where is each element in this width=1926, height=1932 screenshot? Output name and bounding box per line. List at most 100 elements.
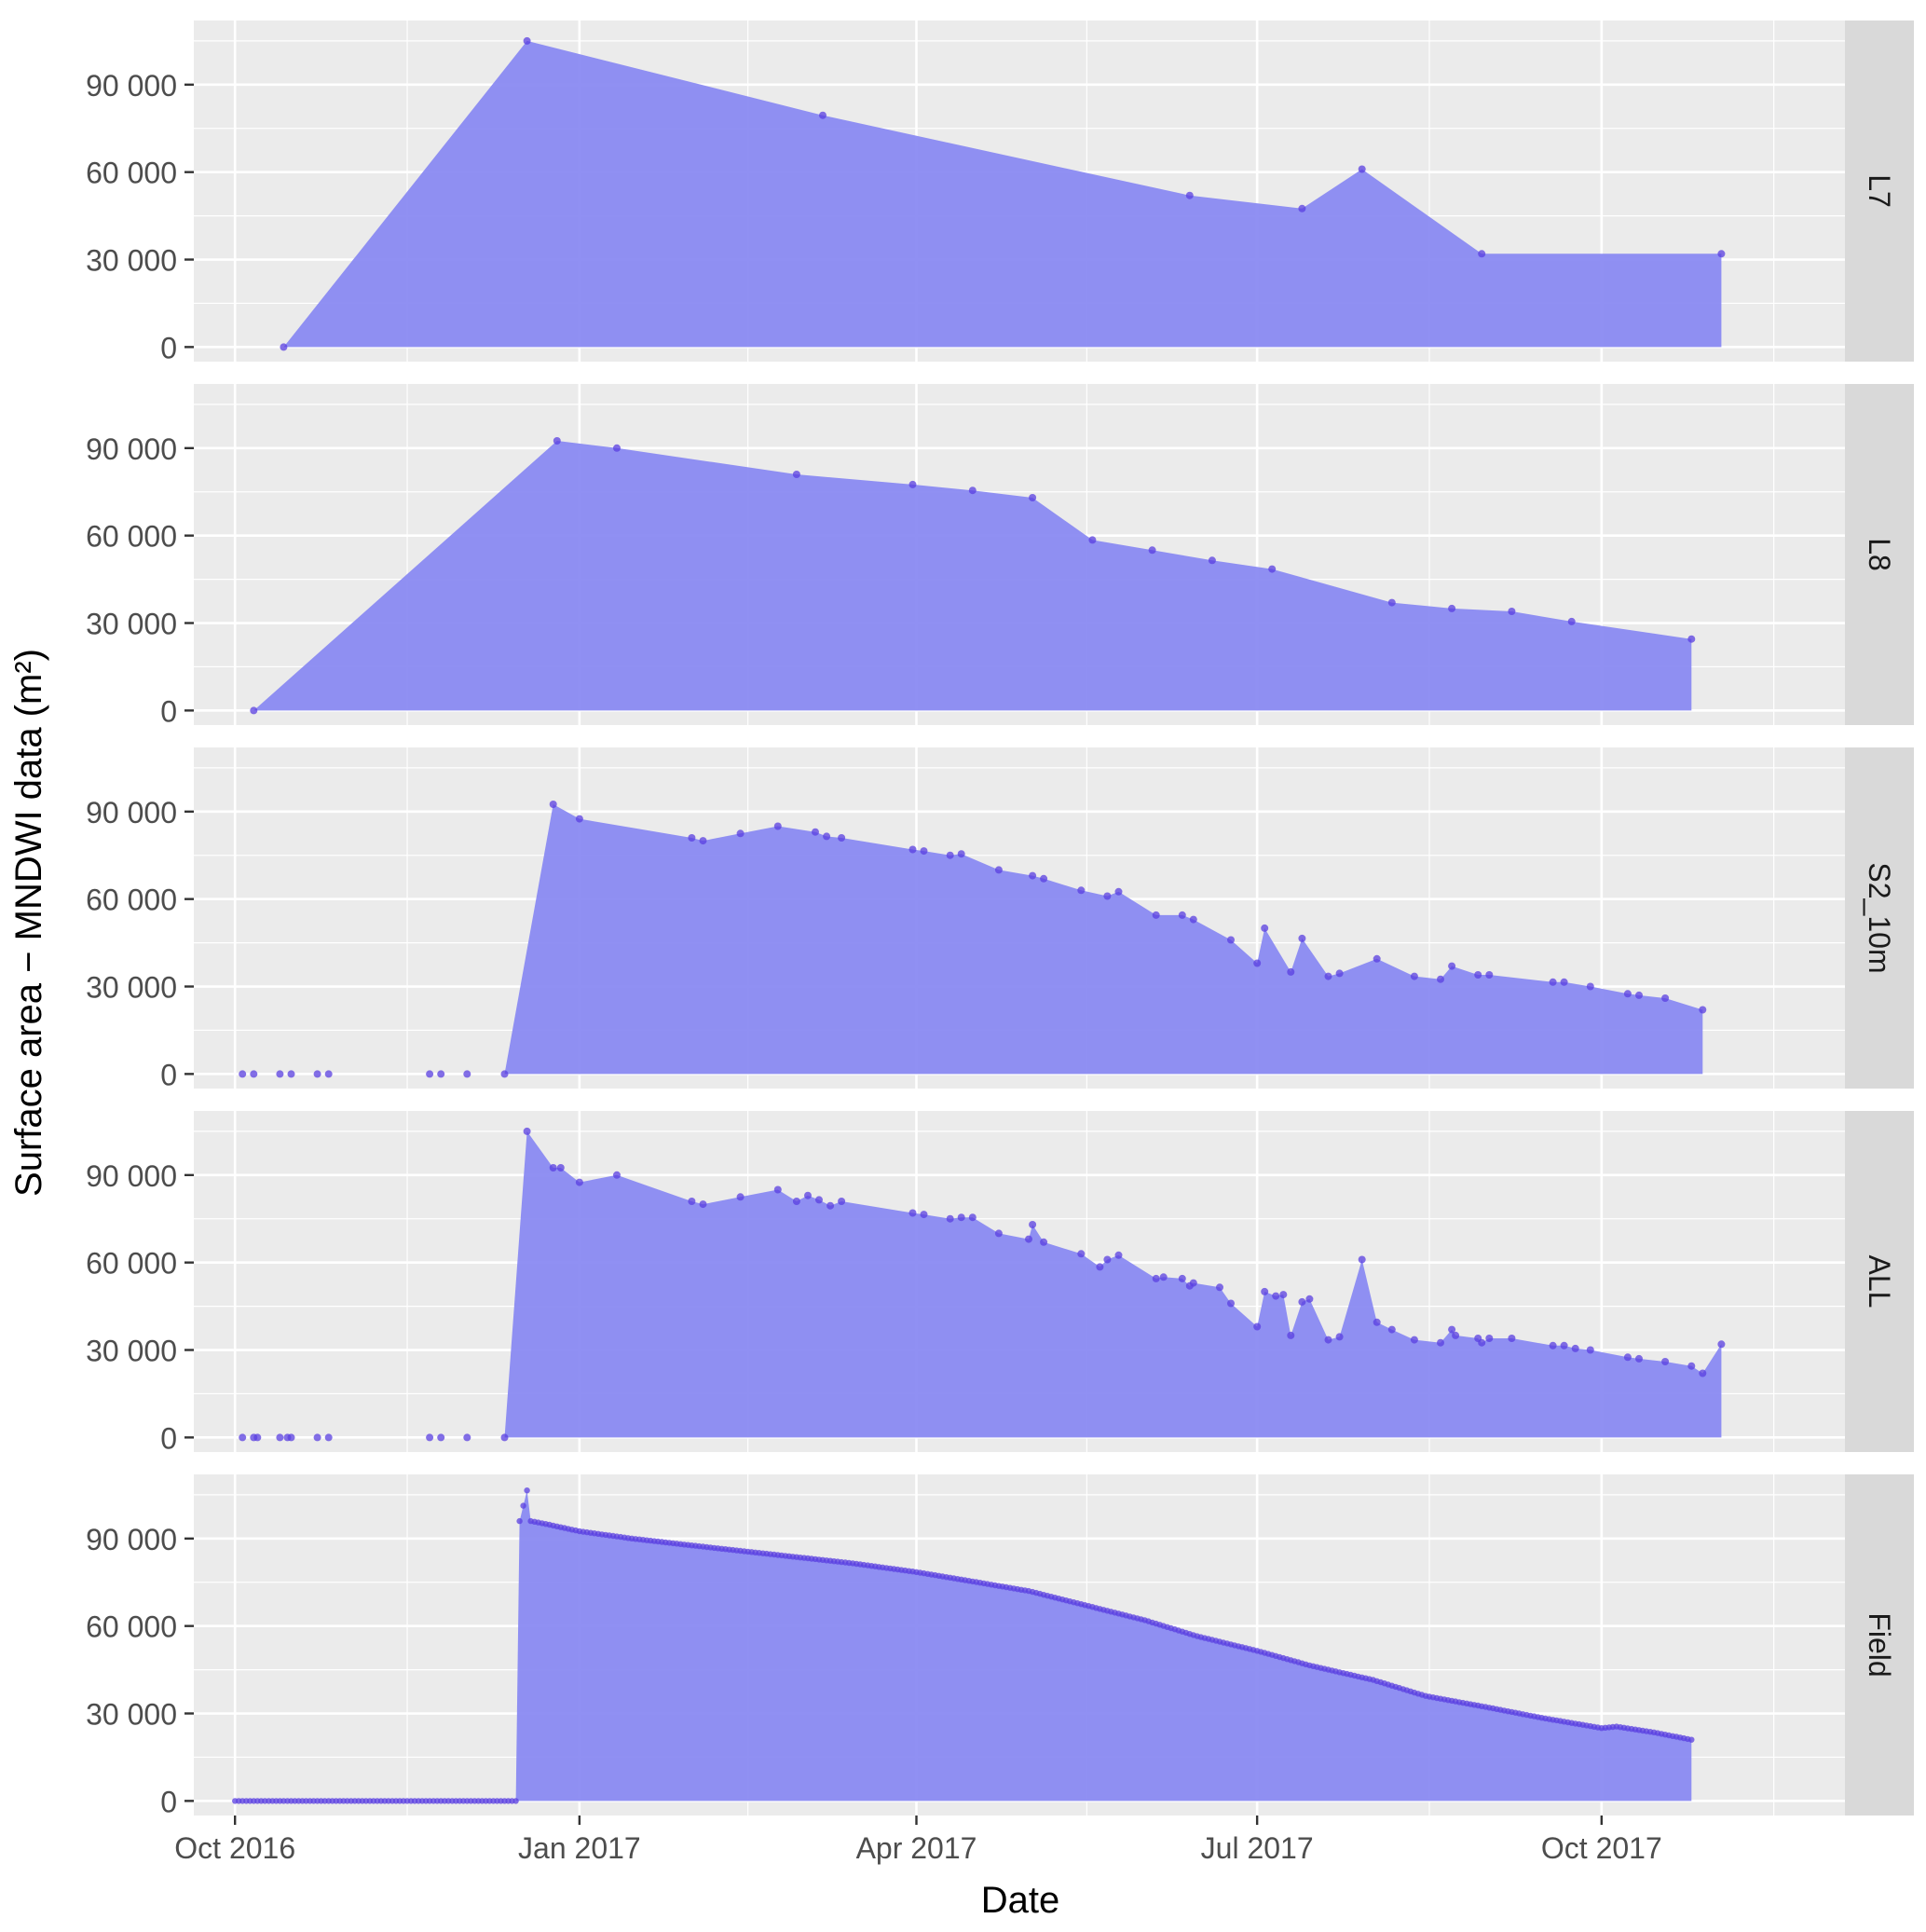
data-point: [994, 866, 1003, 874]
y-tick-label: 90 000: [86, 1159, 177, 1193]
data-point: [1178, 911, 1186, 919]
area-Field: [235, 1490, 1692, 1802]
y-tick-label: 0: [160, 694, 177, 728]
data-point: [699, 837, 707, 845]
data-point: [1699, 1006, 1707, 1014]
x-axis-title: Date: [981, 1880, 1060, 1921]
data-point: [1635, 991, 1643, 999]
data-point: [437, 1070, 445, 1078]
x-axis: Oct 2016 Jan 2017 Apr 2017 Jul 2017 Oct 2017: [174, 1816, 1662, 1865]
data-point: [276, 1070, 284, 1078]
y-tick-label: 30 000: [86, 1335, 177, 1368]
data-point: [1298, 204, 1306, 212]
data-point: [1029, 871, 1037, 880]
data-point: [1114, 1251, 1123, 1259]
facet-strip: [1845, 747, 1914, 1089]
data-point: [1387, 1325, 1396, 1334]
y-tick-label: 0: [160, 1421, 177, 1455]
data-point: [516, 1517, 523, 1525]
facet-strip-label: L7: [1863, 174, 1896, 208]
data-point: [1261, 924, 1269, 932]
data-point: [688, 834, 696, 842]
data-point: [736, 1193, 744, 1201]
data-point: [549, 1164, 557, 1172]
data-point: [920, 847, 928, 856]
x-tick-label: Jul 2017: [1201, 1831, 1314, 1865]
y-tick-label: 60 000: [86, 1610, 177, 1644]
data-point: [792, 471, 800, 478]
data-point: [908, 1209, 917, 1217]
data-point: [1452, 1331, 1460, 1339]
data-point: [1029, 494, 1037, 501]
data-point: [549, 801, 557, 808]
y-tick-label: 90 000: [86, 432, 177, 466]
y-tick-label: 90 000: [86, 796, 177, 829]
x-tick-label: Jan 2017: [518, 1831, 641, 1865]
data-point: [463, 1433, 471, 1442]
data-point: [280, 343, 288, 351]
data-point: [1208, 556, 1216, 565]
data-point: [1688, 1736, 1695, 1743]
data-point: [1103, 1255, 1112, 1264]
data-point: [1571, 1344, 1579, 1352]
y-tick-label: 0: [160, 1058, 177, 1091]
data-point: [823, 832, 831, 841]
data-point: [1287, 1331, 1295, 1339]
data-point: [1448, 604, 1456, 612]
y-axis-title: Surface area − MNDWI data (m²): [8, 649, 49, 1197]
facet-strip-label: Field: [1863, 1612, 1896, 1677]
data-point: [1474, 971, 1482, 979]
data-point: [1178, 1274, 1186, 1282]
y-tick-label: 90 000: [86, 1523, 177, 1556]
data-point: [1410, 1336, 1418, 1344]
data-point: [1216, 1283, 1223, 1292]
data-point: [1227, 1299, 1235, 1308]
data-point: [994, 1229, 1003, 1238]
data-point: [287, 1070, 295, 1078]
data-point: [575, 815, 583, 823]
data-point: [324, 1433, 333, 1442]
data-point: [1623, 990, 1632, 998]
data-point: [946, 1214, 954, 1223]
panel-all: 0 30 000 60 000 90 000 ALL: [86, 1111, 1914, 1455]
data-point: [1272, 1292, 1280, 1300]
data-point: [1077, 886, 1086, 895]
data-point: [1687, 635, 1696, 643]
panel-s2-10m: 0 30 000 60 000 90 000 S2_10m: [86, 747, 1914, 1091]
data-point: [524, 1487, 530, 1494]
area-L7: [283, 40, 1722, 348]
data-point: [500, 1070, 509, 1078]
data-point: [313, 1433, 321, 1442]
data-point: [1373, 1318, 1381, 1326]
data-point: [1040, 874, 1048, 883]
data-point: [1096, 1263, 1104, 1271]
data-point: [253, 1433, 262, 1442]
data-point: [826, 1201, 835, 1210]
data-point: [957, 850, 965, 858]
y-tick-label: 60 000: [86, 1247, 177, 1281]
data-point: [1567, 617, 1576, 625]
data-point: [1717, 1340, 1726, 1349]
data-point: [1189, 1279, 1197, 1287]
data-point: [1358, 1255, 1366, 1264]
data-point: [1152, 911, 1160, 919]
area-L8: [253, 441, 1692, 711]
data-point: [463, 1070, 471, 1078]
data-point: [1358, 165, 1366, 173]
data-point: [1661, 1358, 1670, 1365]
y-tick-label: 60 000: [86, 520, 177, 554]
data-point: [1549, 1341, 1557, 1350]
data-point: [1335, 1333, 1344, 1341]
data-point: [1287, 967, 1295, 976]
data-point: [1114, 887, 1123, 896]
data-point: [575, 1178, 583, 1186]
data-point: [1478, 250, 1486, 258]
data-point: [500, 1433, 509, 1442]
data-point: [1448, 1325, 1456, 1334]
data-point: [1268, 565, 1277, 573]
data-point: [1077, 1250, 1086, 1258]
data-point: [1261, 1287, 1269, 1295]
panels-layer: 0 30 000 60 000 90 000 L7 0 30 000 60 000 90 000…: [86, 21, 1914, 1818]
data-point: [1253, 959, 1262, 967]
